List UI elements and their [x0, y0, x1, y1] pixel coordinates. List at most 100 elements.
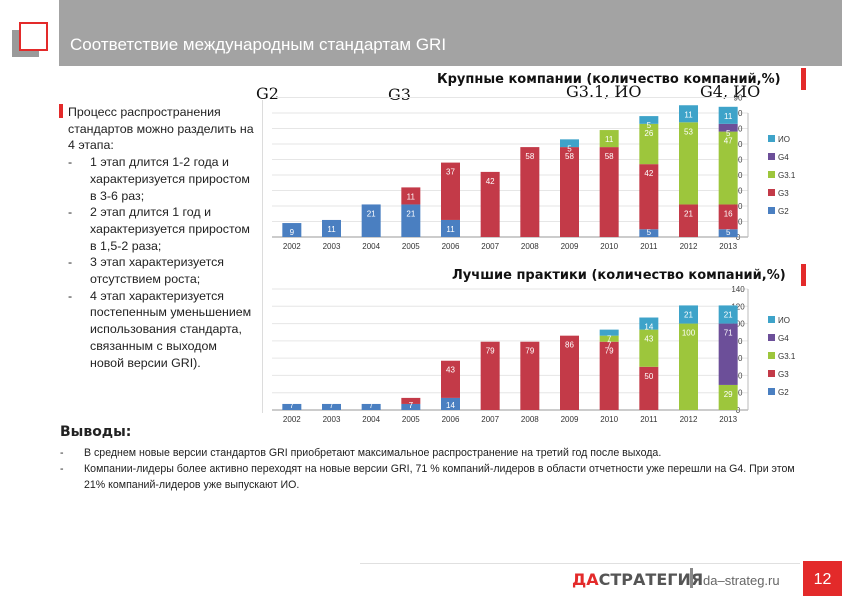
bar-g4 — [718, 323, 738, 385]
version-label-g3: G3 — [388, 85, 411, 104]
data-label: 7 — [290, 401, 295, 410]
bar-g31 — [639, 329, 659, 367]
conclusion-item: - Компании-лидеры более активно переходят… — [60, 463, 795, 491]
data-label: 7 — [329, 401, 334, 410]
bar-ио — [718, 106, 738, 124]
y-tick-label: 0 — [736, 233, 741, 242]
data-label: 5 — [567, 144, 572, 153]
data-label: 58 — [525, 152, 534, 161]
page-title: Соответствие международным стандартам GR… — [70, 35, 447, 54]
chart1-title-marker — [801, 68, 806, 90]
y-tick-label: 120 — [731, 302, 745, 311]
left-intro: Процесс распространения стандартов можно… — [68, 105, 254, 153]
bar-g3 — [441, 360, 460, 398]
y-tick-label: 40 — [734, 171, 743, 180]
bar-g3 — [639, 366, 659, 410]
x-tick-label: 2003 — [323, 242, 341, 251]
x-tick-label: 2009 — [561, 415, 579, 424]
data-label: 58 — [605, 152, 614, 161]
legend-swatch — [768, 171, 775, 178]
bar-ио — [718, 305, 738, 324]
x-tick-label: 2002 — [283, 242, 301, 251]
x-tick-label: 2003 — [323, 415, 341, 424]
y-tick-label: 20 — [734, 389, 743, 398]
data-label: 21 — [684, 209, 693, 218]
bar-g2 — [401, 403, 421, 410]
bar-g3 — [718, 204, 738, 230]
legend-entry: G3 — [778, 189, 789, 198]
bar-ио — [639, 317, 659, 330]
data-label: 11 — [446, 225, 455, 234]
data-label: 21 — [684, 310, 693, 319]
legend-entry: G2 — [778, 207, 789, 216]
data-label: 9 — [290, 228, 295, 237]
data-label: 58 — [565, 152, 574, 161]
data-label: 43 — [446, 366, 455, 375]
bar-g31 — [679, 323, 698, 410]
x-tick-label: 2005 — [402, 242, 420, 251]
x-tick-label: 2006 — [442, 242, 460, 251]
y-tick-label: 80 — [734, 109, 743, 118]
data-label: 5 — [726, 228, 731, 237]
x-tick-label: 2004 — [362, 242, 380, 251]
data-label: 11 — [407, 192, 416, 201]
y-tick-label: 80 — [734, 337, 743, 346]
data-label: 7 — [607, 335, 612, 344]
bar-g31 — [679, 122, 698, 205]
x-tick-label: 2004 — [362, 415, 380, 424]
bar-g3 — [639, 164, 659, 230]
data-label: 37 — [446, 168, 455, 177]
x-tick-label: 2008 — [521, 242, 539, 251]
y-tick-label: 60 — [734, 354, 743, 363]
y-tick-label: 60 — [734, 140, 743, 149]
bar-g3 — [679, 204, 698, 237]
logo-square-red — [19, 22, 48, 51]
page-number: 12 — [803, 561, 842, 596]
y-tick-label: 140 — [731, 285, 745, 294]
x-tick-label: 2006 — [442, 415, 460, 424]
y-tick-label: 10 — [734, 218, 743, 227]
data-label: 11 — [684, 110, 693, 119]
y-tick-label: 100 — [731, 320, 745, 329]
x-tick-label: 2009 — [561, 242, 579, 251]
data-label: 16 — [724, 209, 733, 218]
data-label: 14 — [644, 323, 653, 332]
legend-swatch — [768, 153, 775, 160]
legend-swatch — [768, 135, 775, 142]
x-tick-label: 2002 — [283, 415, 301, 424]
data-label: 21 — [367, 209, 376, 218]
data-label: 7 — [409, 401, 414, 410]
data-label: 86 — [565, 341, 574, 350]
data-label: 29 — [724, 390, 733, 399]
bar-ио — [679, 305, 698, 324]
bar-g31 — [639, 123, 659, 165]
data-label: 79 — [605, 347, 614, 356]
vertical-separator — [262, 100, 263, 413]
bar-g3 — [599, 147, 619, 237]
left-item: -1 этап длится 1-2 года и характеризуетс… — [68, 155, 250, 203]
legend-entry: G2 — [778, 388, 789, 397]
bar-g4 — [718, 123, 738, 132]
bar-ио — [599, 329, 619, 336]
data-label: 5 — [647, 121, 652, 130]
bar-g2 — [361, 204, 381, 237]
bar-g31 — [718, 384, 738, 410]
bar-g2 — [441, 397, 460, 410]
bar-g2 — [282, 403, 302, 410]
bar-g2 — [361, 403, 381, 410]
x-tick-label: 2012 — [680, 242, 698, 251]
legend-swatch — [768, 189, 775, 196]
left-item: -2 этап длится 1 год и характеризуется п… — [68, 205, 250, 253]
x-tick-label: 2005 — [402, 415, 420, 424]
bar-g3 — [560, 147, 579, 237]
data-label: 11 — [327, 225, 336, 234]
y-tick-label: 0 — [736, 406, 741, 415]
bar-ио — [679, 105, 698, 123]
data-label: 26 — [644, 129, 653, 138]
x-tick-label: 2010 — [600, 415, 618, 424]
site-link[interactable]: da–strateg.ru — [703, 573, 780, 588]
version-label-g4: G4, ИО — [700, 82, 761, 101]
bar-g2 — [282, 223, 302, 237]
bar-g2 — [322, 403, 341, 410]
bar-g3 — [480, 341, 500, 410]
